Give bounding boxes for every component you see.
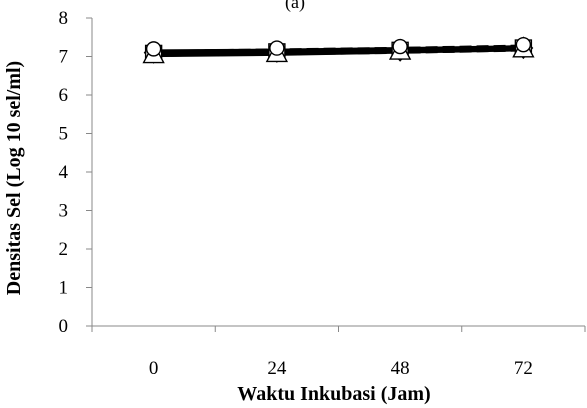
series-line bbox=[153, 45, 524, 55]
y-axis-title-group: Densitas Sel (Log 10 sel/ml) bbox=[3, 61, 25, 295]
y-tick-label: 4 bbox=[59, 162, 69, 183]
data-point-circle bbox=[515, 36, 532, 53]
data-point-circle bbox=[269, 40, 285, 56]
x-tick-label: 0 bbox=[149, 358, 159, 379]
y-tick-label: 2 bbox=[59, 239, 69, 260]
y-tick-label: 6 bbox=[59, 85, 69, 106]
y-tick-label: 8 bbox=[59, 8, 69, 29]
chart-title: (a) bbox=[285, 0, 305, 13]
data-point-circle bbox=[392, 38, 408, 55]
y-tick-label: 3 bbox=[59, 201, 69, 222]
x-axis-title: Waktu Inkubasi (Jam) bbox=[237, 383, 430, 405]
x-tick-label: 72 bbox=[514, 358, 533, 379]
x-tick-label: 24 bbox=[267, 358, 287, 379]
y-tick-label: 7 bbox=[59, 47, 69, 68]
y-tick-label: 0 bbox=[59, 316, 69, 337]
series-layer bbox=[142, 36, 535, 64]
y-tick-label: 1 bbox=[59, 278, 69, 299]
data-point-circle bbox=[145, 41, 162, 57]
y-axis-title: Densitas Sel (Log 10 sel/ml) bbox=[3, 61, 25, 295]
axes: 0 1 2 3 4 5 6 7 8 0 24 48 72 bbox=[59, 8, 586, 379]
x-tick-label: 48 bbox=[391, 358, 410, 379]
y-tick-label: 5 bbox=[59, 124, 69, 145]
